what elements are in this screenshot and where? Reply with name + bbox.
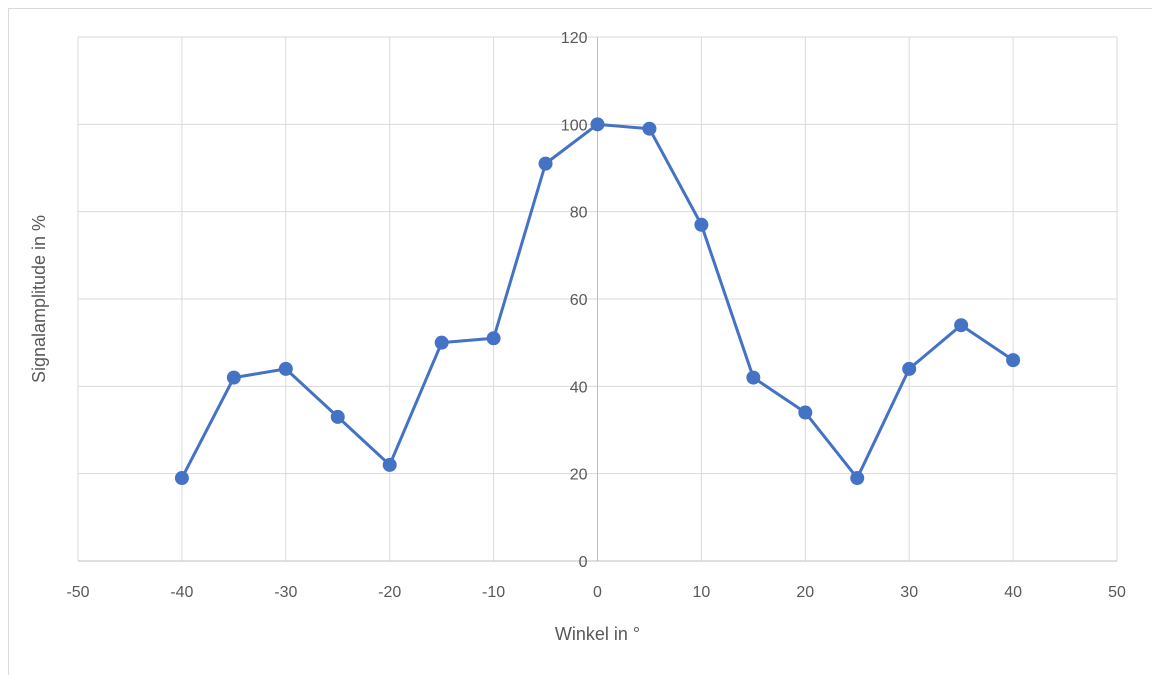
chart-frame	[8, 8, 1152, 675]
data-point	[434, 335, 449, 350]
data-point	[1006, 353, 1021, 368]
data-point	[590, 117, 605, 132]
y-tick-label: 0	[579, 554, 588, 571]
x-tick-label: 30	[900, 584, 918, 601]
y-tick-labels: 0 20 40 60 80 100 120	[561, 30, 588, 571]
data-point	[694, 217, 709, 232]
x-tick-label: -20	[378, 584, 401, 601]
y-tick-label: 80	[570, 205, 588, 222]
x-tick-label: 10	[693, 584, 711, 601]
data-point	[330, 409, 345, 424]
data-point	[382, 457, 397, 472]
data-point	[954, 318, 969, 333]
x-tick-label: 20	[796, 584, 814, 601]
y-tick-label: 20	[570, 467, 588, 484]
data-point	[746, 370, 761, 385]
y-tick-label: 100	[561, 117, 588, 134]
data-point	[798, 405, 813, 420]
x-tick-label: -40	[170, 584, 193, 601]
x-tick-label: 40	[1004, 584, 1022, 601]
y-tick-label: 120	[561, 30, 588, 47]
y-tick-label: 60	[570, 292, 588, 309]
y-tick-label: 40	[570, 379, 588, 396]
x-tick-label: 0	[593, 584, 602, 601]
data-point	[538, 156, 553, 171]
x-tick-labels: -50 -40 -30 -20 -10 0 10 20 30 40 50	[66, 584, 1126, 601]
data-point	[850, 471, 865, 486]
series-group	[174, 117, 1021, 486]
data-point	[226, 370, 241, 385]
data-point	[902, 361, 917, 376]
x-tick-label: -10	[482, 584, 505, 601]
x-axis-title: Winkel in °	[555, 624, 640, 644]
x-tick-label: -30	[274, 584, 297, 601]
x-tick-label: -50	[66, 584, 89, 601]
data-point	[278, 361, 293, 376]
data-point	[174, 471, 189, 486]
y-axis-title: Signalamplitude in %	[29, 215, 49, 383]
data-point	[486, 331, 501, 346]
x-tick-label: 50	[1108, 584, 1126, 601]
data-point	[642, 121, 657, 136]
